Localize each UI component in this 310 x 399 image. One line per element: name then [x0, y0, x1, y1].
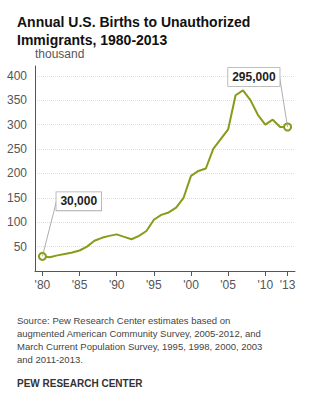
- svg-text:'05: '05: [220, 278, 236, 292]
- svg-text:and 2011-2013.: and 2011-2013.: [17, 354, 83, 365]
- svg-text:350: 350: [7, 93, 27, 107]
- svg-text:200: 200: [7, 166, 27, 180]
- svg-text:'80: '80: [35, 278, 51, 292]
- svg-text:'10: '10: [257, 278, 273, 292]
- svg-text:'85: '85: [72, 278, 88, 292]
- svg-text:PEW RESEARCH CENTER: PEW RESEARCH CENTER: [17, 378, 143, 389]
- svg-text:50: 50: [14, 240, 28, 254]
- svg-text:100: 100: [7, 215, 27, 229]
- svg-text:400: 400: [7, 69, 27, 83]
- svg-text:150: 150: [7, 191, 27, 205]
- svg-text:'00: '00: [183, 278, 199, 292]
- svg-text:250: 250: [7, 142, 27, 156]
- svg-text:30,000: 30,000: [60, 194, 97, 208]
- svg-text:300: 300: [7, 118, 27, 132]
- svg-text:Annual U.S. Births to Unauthor: Annual U.S. Births to Unauthorized: [17, 14, 250, 30]
- svg-text:'13: '13: [280, 278, 296, 292]
- svg-text:Source: Pew Research Center es: Source: Pew Research Center estimates ba…: [17, 315, 230, 326]
- svg-text:'90: '90: [109, 278, 125, 292]
- svg-text:augmented American Community S: augmented American Community Survey, 200…: [17, 328, 261, 339]
- svg-text:thousand: thousand: [35, 47, 84, 61]
- svg-text:'95: '95: [146, 278, 162, 292]
- svg-text:295,000: 295,000: [232, 70, 276, 84]
- svg-text:Immigrants, 1980-2013: Immigrants, 1980-2013: [17, 32, 167, 48]
- svg-text:March Current Population Surve: March Current Population Survey, 1995, 1…: [17, 341, 262, 352]
